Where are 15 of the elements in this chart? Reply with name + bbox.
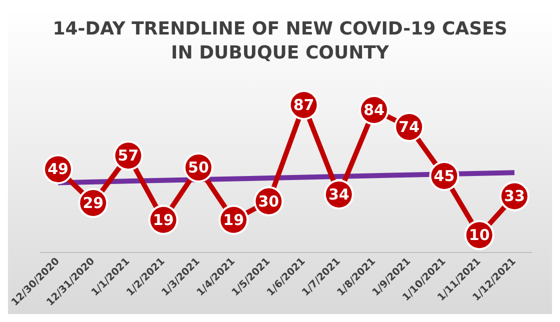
data-label: 49 <box>48 160 68 178</box>
data-label: 30 <box>258 192 280 210</box>
data-label: 74 <box>398 118 420 136</box>
data-label: 45 <box>434 166 455 185</box>
data-label: 34 <box>328 186 350 204</box>
data-label: 50 <box>188 158 209 176</box>
data-label: 33 <box>504 187 525 206</box>
data-label: 19 <box>152 210 174 229</box>
data-label: 10 <box>468 226 490 244</box>
data-label: 84 <box>364 101 384 120</box>
data-label: 19 <box>223 210 244 229</box>
data-label: 87 <box>293 96 314 114</box>
data-label: 57 <box>118 146 139 165</box>
data-label: 29 <box>82 194 104 212</box>
chart-title: 14-DAY TRENDLINE OF NEW COVID-19 CASES IN DUBUQUE COUNTY <box>52 18 508 64</box>
